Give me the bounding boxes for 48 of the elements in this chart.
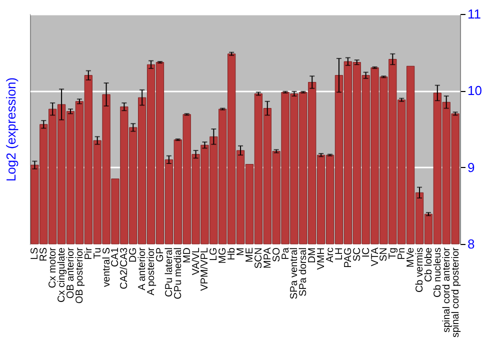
x-tick-label: ME <box>244 247 256 262</box>
x-tick-label: Cb lobe <box>423 247 434 282</box>
x-tick-label: Cb nucleus <box>432 248 444 298</box>
x-tick-label: VPM/VPL <box>200 247 211 291</box>
x-tick-label: OB posterior <box>74 246 86 304</box>
y-tick-label: 10 <box>468 83 482 98</box>
x-tick-label: Pa <box>280 247 292 260</box>
x-tick-label: MD <box>182 248 193 264</box>
x-tick-label: SC <box>352 248 363 262</box>
x-tick-label: Cx cingulate <box>56 247 68 303</box>
x-tick-label: VMH <box>316 248 328 270</box>
x-tick-label: CPu lateral <box>164 248 175 297</box>
x-tick-label: M <box>236 248 247 256</box>
x-tick-label: Pn <box>396 248 408 260</box>
x-tick-label: SPa dorsal <box>298 248 310 296</box>
x-tick-label: ventral S <box>101 247 112 287</box>
x-tick-label: Arc <box>325 248 336 262</box>
x-tick-label: MVe <box>406 247 417 268</box>
x-tick-label: Pir <box>83 246 94 260</box>
x-tick-label: DM <box>307 248 318 264</box>
x-tick-label: GP <box>154 247 166 262</box>
x-tick-label: CA1 <box>110 247 122 267</box>
x-tick-label: SCN <box>253 248 264 269</box>
x-tick-label: LH <box>334 248 345 260</box>
y-tick-label: 11 <box>468 6 481 22</box>
x-tick-label: SN <box>378 248 390 262</box>
y-axis-title: Log2 (expression) <box>4 77 18 182</box>
x-tick-label: OB anterior <box>65 246 76 299</box>
x-tick-label: A posterior <box>146 246 158 296</box>
x-tick-label: SO <box>271 247 282 262</box>
x-tick-label: LS <box>30 247 41 260</box>
x-tick-label: RS <box>38 247 50 262</box>
x-tick-label: LG <box>208 247 220 261</box>
x-tick-label: A anterior <box>137 246 148 290</box>
x-tick-label: MPA <box>262 247 274 268</box>
x-tick-label: CPu medial <box>172 248 184 300</box>
x-tick-label: Tg <box>388 248 399 260</box>
x-tick-label: VTA <box>370 247 381 266</box>
x-tick-label: DG <box>128 247 140 262</box>
y-tick-label: 9 <box>468 160 475 175</box>
x-tick-label: spinal cord posterior <box>450 246 462 338</box>
x-tick-label: Hb <box>226 247 238 260</box>
x-tick-label: spinal cord anterior <box>441 246 452 333</box>
x-tick-label: CA2/CA3 <box>119 247 130 290</box>
x-tick-label: IC <box>360 248 372 258</box>
y-tick-label: 8 <box>468 236 475 252</box>
x-tick-label: PAG <box>342 247 354 268</box>
x-tick-label: Tu <box>92 248 104 259</box>
